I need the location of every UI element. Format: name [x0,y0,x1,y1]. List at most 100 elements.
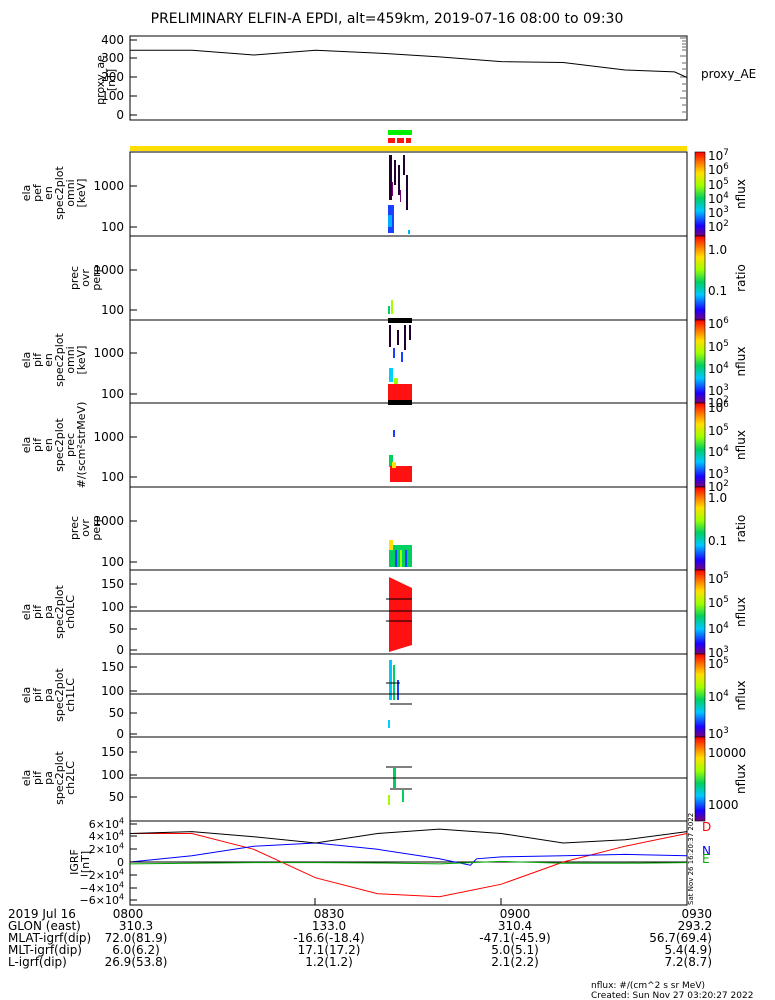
spectrogram-pef-en [388,155,410,234]
y-axis-label-line: proxy_ae [94,55,107,105]
colorbar-tick-label: 105 [708,656,729,671]
colorbar-tick-label: 104 [708,444,729,459]
y-axis-label-line: pa [42,605,55,619]
y-axis-label-line: ovr [79,269,92,287]
y-axis-label-line: spec2plot [53,166,66,220]
colorbar [694,486,706,571]
orbit-cell: 6.0(6.2) [112,943,160,957]
y-tick-label: −6×104 [80,893,124,907]
y-axis-label-line: pef [31,183,44,202]
y-axis-label-line: ela [20,604,33,621]
orbit-cell: 5.0(5.1) [491,943,539,957]
colorbar-tick-label: 1.0 [708,243,727,257]
spectrogram-pa-ch2 [386,766,412,805]
y-tick-label: 1000 [93,179,124,193]
y-axis-label-line: prec [68,516,81,540]
y-tick-label: 0 [116,727,124,741]
colorbar-tick-label: 104 [708,361,729,376]
y-tick-label: 4×104 [89,829,124,843]
y-axis-label-line: omni [64,179,77,206]
y-tick-label: 200 [101,70,124,84]
orbit-row-label: L-igrf(dip) [8,955,67,969]
colorbar-tick-label: 105 [708,595,729,610]
colorbar-tick-label: 105 [708,177,729,192]
y-tick-label: 100 [101,600,124,614]
y-tick-label: −2×104 [80,868,124,882]
orbit-cell: 17.1(17.2) [298,943,361,957]
y-axis-label-line: [keV] [75,179,88,208]
timestamp-vertical: Sat Nov 26 16:20:37 2022 [687,813,695,905]
colorbar-tick-label: 102 [708,219,729,234]
spectrogram-pif-en-prec [389,430,412,482]
y-tick-label: 0 [116,108,124,122]
colorbar-title: nflux [734,597,748,627]
spectrogram-pif-en-omni [388,318,412,405]
y-tick-label: 150 [101,660,124,674]
y-axis-label-line: pif [31,687,44,702]
sci-zone-yellow-bar [130,146,687,151]
orbit-row-label: MLT-igrf(dip) [8,943,82,957]
y-tick-label: 0 [117,856,124,869]
panel-frame-pef-en [129,151,688,237]
igrf-series-n [129,842,688,866]
orbit-row-label: 2019 Jul 16 [8,907,76,921]
y-axis-label-line: pa [42,771,55,785]
y-axis-label-line: pif [31,437,44,452]
orbit-cell: -16.6(-18.4) [293,931,364,945]
colorbar-tick-label: 106 [708,316,729,331]
orbit-cell: 5.4(4.9) [664,943,712,957]
y-tick-label: 150 [101,577,124,591]
sci-zone-red-bar-2 [397,138,404,143]
colorbar [694,569,706,655]
panel-frame-pa-ch2 [129,736,688,822]
orbit-cell: 26.9(53.8) [105,955,168,969]
colorbar-tick-label: 1000 [708,798,739,812]
y-tick-label: 6×104 [89,817,124,831]
y-axis-label-line: pif [31,352,44,367]
spectrogram-prec-ovr-perp-2 [389,540,412,567]
panel-frame-pa-ch1 [129,653,688,738]
colorbar [694,402,706,488]
footer-nflux-units: nflux: #/(cm^2 s sr MeV) [591,981,705,991]
colorbar-title: nflux [734,347,748,377]
y-tick-label: 1000 [93,430,124,444]
colorbar-tick-label: 107 [708,148,729,163]
footer-created: Created: Sun Nov 27 03:20:27 2022 [591,991,753,1000]
y-tick-label: 150 [101,745,124,759]
sci-zone-green-bar [388,130,412,135]
colorbar [694,235,706,321]
y-axis-label-line: en [42,438,55,452]
proxy-ae-line [130,49,688,78]
colorbar-tick-label: 104 [708,191,729,206]
y-tick-label: 100 [101,303,124,317]
orbit-cell: 133.0 [312,919,346,933]
y-tick-label: 400 [101,33,124,47]
sci-zone-red-bar-3 [406,138,411,143]
science-zone-bars [130,130,687,151]
colorbar-title: ratio [734,515,748,543]
igrf-series-total [129,828,688,844]
colorbar-title: ratio [734,264,748,292]
y-tick-label: −4×104 [80,881,124,895]
orbit-cell: 7.2(8.7) [664,955,712,969]
y-tick-label: 2×104 [89,842,124,856]
colorbar-tick-label: 103 [708,205,729,220]
y-axis-label-line: spec2plot [53,333,66,387]
y-tick-label: 100 [101,220,124,234]
colorbar-tick-label: 10000 [708,746,746,760]
panel-frame-proxy-ae [129,35,688,121]
orbit-cell: 293.2 [678,919,712,933]
y-axis-label-line: ela [20,437,33,454]
colorbar-tick-label: 105 [708,423,729,438]
orbit-row-label: MLAT-igrf(dip) [8,931,91,945]
orbit-row-label: GLON (east) [8,919,81,933]
proxy-ae-series-label: proxy_AE [701,67,756,81]
orbit-cell: 310.4 [498,919,532,933]
colorbar-tick-label: 106 [708,162,729,177]
panel-axes: 4003002001000proxy_ae[nT]1000100elapefen… [20,33,688,907]
y-tick-label: 1000 [93,514,124,528]
orbit-cell: 72.0(81.9) [105,931,168,945]
orbit-cell: 0800 [113,907,144,921]
